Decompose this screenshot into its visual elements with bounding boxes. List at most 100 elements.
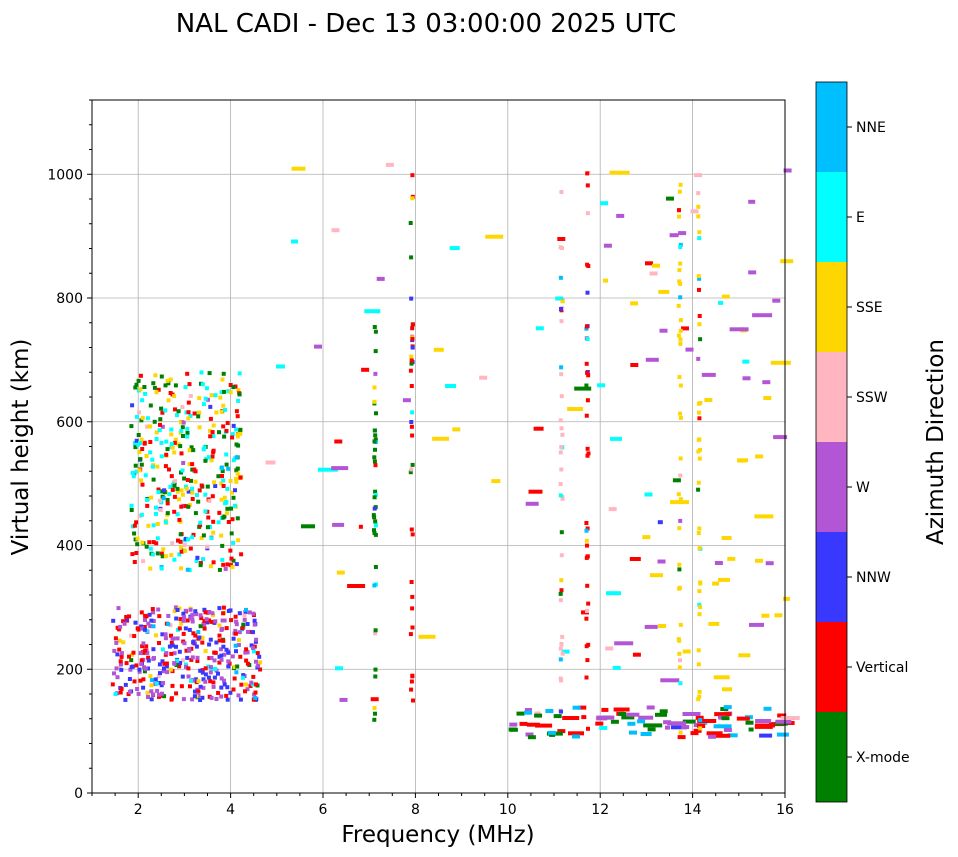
echo-point — [245, 650, 250, 654]
echo-point — [198, 668, 203, 673]
echo-point — [177, 497, 181, 502]
echo-point — [229, 506, 234, 511]
echo-point — [681, 326, 689, 331]
echo-point — [140, 650, 145, 655]
echo-point — [334, 439, 343, 444]
echo-point — [253, 690, 258, 695]
colorbar-label-x-mode: X-mode — [856, 750, 910, 766]
echo-point — [372, 717, 377, 722]
y-axis: 0 200 400 600 800 1000 — [47, 99, 92, 802]
echo-point — [119, 651, 124, 656]
colorbar-segment — [816, 532, 847, 622]
echo-point — [173, 437, 178, 442]
colorbar-label-ssw: SSW — [856, 390, 888, 406]
echo-point — [130, 470, 135, 475]
echo-point — [234, 622, 239, 627]
echo-point — [718, 577, 730, 582]
echo-point — [201, 447, 206, 452]
echo-point — [231, 558, 236, 563]
echo-point — [132, 679, 137, 684]
echo-point — [172, 394, 177, 398]
echo-point — [181, 611, 186, 616]
echo-point — [685, 347, 694, 352]
echo-point — [196, 630, 201, 634]
echo-point — [224, 462, 229, 467]
echo-point — [597, 383, 606, 388]
echo-point — [371, 513, 376, 518]
echo-point — [168, 667, 173, 672]
echo-point — [217, 660, 222, 665]
echo-point — [572, 734, 580, 739]
echo-point — [696, 662, 701, 667]
echo-point — [167, 467, 171, 472]
echo-point — [221, 478, 226, 483]
echo-point — [138, 678, 143, 683]
echo-point — [372, 385, 377, 390]
echo-point — [410, 532, 415, 537]
echo-point — [763, 706, 772, 711]
echo-point — [646, 705, 655, 710]
echo-point — [151, 624, 156, 629]
echo-point — [136, 691, 141, 696]
echo-point — [209, 656, 214, 660]
echo-point — [677, 562, 682, 567]
echo-point — [254, 682, 258, 687]
echo-point — [678, 730, 683, 735]
echo-point — [644, 492, 653, 497]
echo-point — [200, 640, 205, 645]
echo-point — [630, 301, 639, 306]
echo-point — [211, 684, 216, 689]
echo-point — [410, 433, 415, 438]
echo-point — [244, 658, 249, 663]
echo-point — [170, 541, 175, 546]
echo-point — [154, 437, 159, 441]
echo-point — [559, 553, 564, 558]
echo-point — [773, 435, 788, 440]
echo-point — [157, 498, 162, 503]
echo-point — [197, 488, 202, 493]
echo-point — [190, 697, 195, 702]
colorbar-segment — [816, 352, 847, 442]
echo-point — [194, 644, 199, 649]
echo-point — [163, 408, 168, 413]
echo-point — [118, 690, 123, 695]
echo-point — [146, 666, 150, 671]
echo-point — [211, 519, 216, 524]
echo-point — [169, 432, 174, 437]
echo-point — [247, 610, 252, 615]
echo-point — [221, 638, 226, 643]
echo-point — [410, 674, 415, 679]
echo-point — [168, 391, 173, 395]
echo-point — [555, 296, 564, 301]
echo-point — [185, 655, 190, 660]
echo-point — [557, 729, 566, 734]
echo-point — [142, 441, 147, 446]
echo-point — [205, 484, 210, 489]
echo-point — [165, 511, 170, 516]
echo-point — [409, 424, 414, 429]
echo-point — [373, 433, 378, 438]
echo-point — [240, 626, 245, 631]
echo-point — [770, 360, 791, 365]
echo-point — [697, 719, 717, 723]
echo-point — [223, 501, 228, 506]
echo-point — [610, 719, 619, 724]
echo-point — [410, 173, 415, 178]
echo-point — [195, 493, 199, 497]
echo-point — [112, 671, 116, 676]
echo-point — [449, 246, 460, 251]
echo-point — [678, 231, 687, 236]
echo-point — [217, 606, 222, 611]
echo-point — [194, 559, 199, 563]
echo-point — [230, 432, 235, 437]
echo-point — [243, 689, 247, 694]
echo-point — [742, 376, 751, 381]
echo-point — [682, 712, 701, 716]
echo-point — [239, 552, 244, 557]
echo-point — [161, 547, 166, 552]
echo-point — [118, 624, 123, 629]
echo-point — [585, 337, 590, 341]
echo-point — [154, 681, 159, 686]
echo-point — [179, 429, 184, 433]
echo-point — [776, 732, 789, 737]
